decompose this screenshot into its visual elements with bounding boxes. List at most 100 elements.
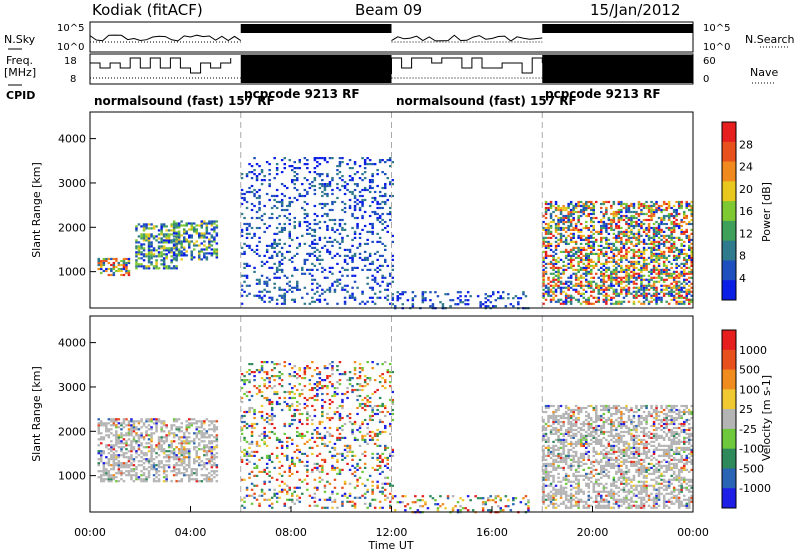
heatmap-cell [579,234,583,237]
heatmap-cell [376,169,379,172]
heatmap-cell [572,218,575,222]
heatmap-cell [137,454,141,457]
heatmap-cell [203,240,206,243]
heatmap-cell [150,261,153,264]
heatmap-cell [306,488,309,491]
heatmap-cell [336,381,339,384]
heatmap-cell [569,220,573,224]
heatmap-cell [358,242,362,245]
heatmap-cell [150,428,153,431]
heatmap-cell [343,444,347,447]
heatmap-cell [160,420,163,423]
heatmap-cell [150,263,153,266]
heatmap-cell [316,173,319,176]
heatmap-cell [291,375,294,378]
heatmap-cell [142,480,146,483]
heatmap-cell [265,416,269,420]
heatmap-cell [343,268,347,271]
heatmap-cell [579,228,583,231]
heatmap-cell [667,200,671,204]
heatmap-cell [170,480,173,483]
heatmap-cell [258,410,261,414]
heatmap-cell [675,212,678,216]
heatmap-cell [175,267,178,270]
heatmap-cell [255,294,259,297]
heatmap-cell [341,240,344,243]
heatmap-cell [313,242,317,245]
heatmap-cell [627,226,631,230]
heatmap-cell [635,272,638,275]
heatmap-cell [243,438,246,441]
heatmap-cell [188,442,191,445]
heatmap-cell [577,236,580,239]
heatmap-cell [248,398,251,402]
heatmap-cell [188,464,191,467]
heatmap-cell [268,377,271,380]
heatmap-cell [554,208,558,212]
heatmap-cell [313,159,317,162]
heatmap-cell [569,248,573,251]
heatmap-cell [283,454,286,457]
heatmap-cell [210,470,214,473]
heatmap-cell [245,452,249,455]
heatmap-cell [662,240,666,243]
heatmap-cell [632,260,636,263]
heatmap-cell [587,262,590,265]
heatmap-cell [655,228,658,231]
heatmap-cell [301,412,304,416]
heatmap-cell [147,446,151,449]
heatmap-cell [579,266,583,269]
heatmap-cell [592,252,595,255]
heatmap-cell [328,406,332,410]
heatmap-cell [331,266,334,269]
heatmap-cell [280,296,284,299]
heatmap-cell [145,225,148,228]
heatmap-cell [542,278,545,281]
heatmap-cell [642,262,646,265]
heatmap-cell [361,292,364,295]
heatmap-cell [333,448,337,451]
heatmap-cell [625,206,628,210]
heatmap-cell [208,480,211,483]
heatmap-cell [318,254,322,257]
heatmap-cell [142,452,146,455]
heatmap-cell [617,208,621,212]
heatmap-cell [564,264,568,267]
heatmap-cell [647,210,651,214]
heatmap-cell [577,254,580,257]
heatmap-cell [298,486,301,489]
heatmap-cell [622,280,626,283]
heatmap-cell [356,377,359,380]
heatmap-cell [572,264,575,267]
heatmap-cell [193,226,196,229]
heatmap-cell [688,284,691,287]
heatmap-cell [102,468,106,471]
heatmap-cell [253,450,256,453]
heatmap-cell [617,280,621,283]
heatmap-cell [188,450,191,453]
heatmap-cell [321,288,324,291]
heatmap-cell [288,424,291,428]
heatmap-cell [592,206,595,210]
heatmap-cell [542,274,545,277]
heatmap-cell [253,188,256,192]
heatmap-cell [657,292,661,295]
heatmap-cell [574,274,578,277]
cpid-label: CPID [6,89,35,102]
heatmap-cell [645,212,648,216]
heatmap-cell [130,420,133,423]
heatmap-cell [200,234,203,237]
heatmap-cell [258,278,261,281]
heatmap-cell [683,262,686,265]
heatmap-cell [162,476,166,479]
heatmap-cell [152,235,156,238]
heatmap-cell [117,434,121,437]
heatmap-cell [291,438,294,441]
heatmap-cell [270,430,274,434]
heatmap-cell [637,238,641,241]
heatmap-cell [567,202,570,206]
heatmap-cell [630,240,633,243]
heatmap-cell [683,220,686,224]
heatmap-cell [574,250,578,253]
heatmap-cell [602,212,606,216]
